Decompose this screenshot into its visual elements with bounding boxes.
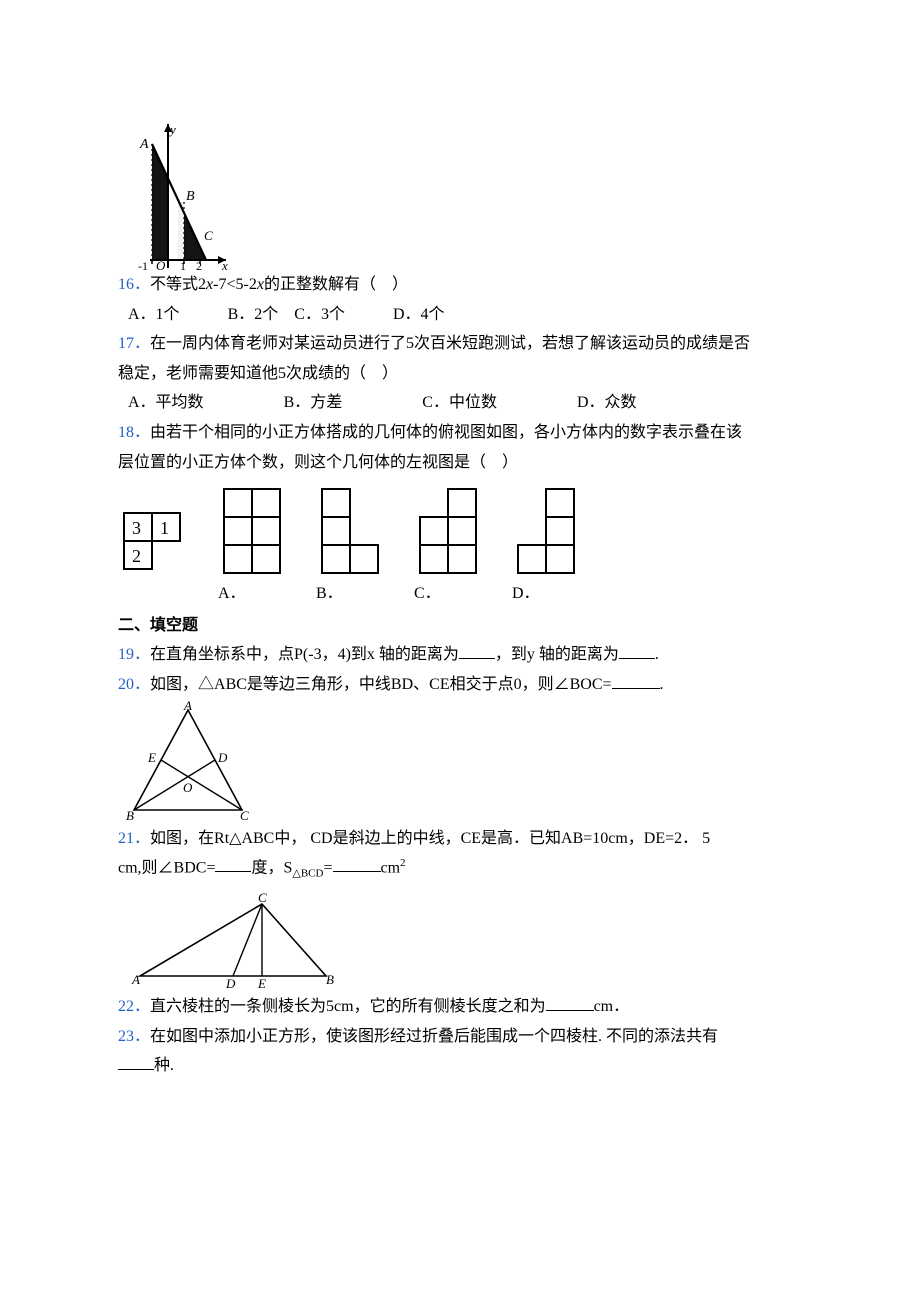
- q17-t1: 在一周内体育老师对某运动员进行了5次百米短跑测试，若想了解该运动员的成绩是否: [150, 335, 750, 352]
- q21-t2b: 度，S: [251, 859, 292, 876]
- q18-t1: 由若干个相同的小正方体搭成的几何体的俯视图如图，各小方体内的数字表示叠在该: [150, 424, 742, 441]
- q21-l1: 21．如图，在Rt△ABC中， CD是斜边上的中线，CE是高．已知AB=10cm…: [118, 824, 800, 854]
- page: A B C O y x -1 1 2 16．不等式2x-7<5-2x的正整数解有…: [0, 0, 920, 1121]
- svg-text:1: 1: [180, 259, 186, 270]
- q19-t3: .: [655, 646, 659, 663]
- q23-t2: 种.: [154, 1057, 174, 1074]
- q18-option-labels: A． B． C． D．: [118, 579, 800, 609]
- q22-num: 22．: [118, 998, 150, 1015]
- q21-t1: 如图，在Rt△ABC中， CD是斜边上的中线，CE是高．已知AB=10cm，DE…: [150, 830, 710, 847]
- q19-t2: ，到y 轴的距离为: [495, 646, 619, 663]
- svg-text:E: E: [257, 976, 266, 988]
- q19-t1: 在直角坐标系中，点P(-3，4)到x 轴的距离为: [150, 646, 459, 663]
- q16-optD: D．4个: [393, 306, 445, 323]
- q21-sub: △BCD: [292, 868, 323, 880]
- q23-l2: 种.: [118, 1051, 800, 1081]
- q16-options: A．1个 B．2个 C．3个 D．4个: [128, 300, 800, 330]
- svg-text:x: x: [221, 258, 228, 270]
- blank: [612, 672, 660, 689]
- q21-figure: A B C D E: [130, 892, 800, 988]
- blank: [619, 642, 655, 659]
- svg-text:B: B: [326, 972, 334, 987]
- q19: 19．在直角坐标系中，点P(-3，4)到x 轴的距离为 ，到y 轴的距离为.: [118, 640, 800, 670]
- svg-text:A: A: [131, 972, 140, 987]
- blank: [215, 855, 251, 872]
- q18-l2: 层位置的小正方体个数，则这个几何体的左视图是（ ）: [118, 448, 800, 478]
- q20-num: 20．: [118, 676, 150, 693]
- q21-sup: 2: [400, 857, 406, 869]
- svg-text:2: 2: [132, 546, 141, 566]
- svg-text:D: D: [217, 750, 228, 765]
- q21-num: 21．: [118, 830, 150, 847]
- q17-options: A．平均数 B．方差 C．中位数 D．众数: [128, 388, 800, 418]
- q23-l1: 23．在如图中添加小正方形，使该图形经过折叠后能围成一个四棱柱. 不同的添法共有: [118, 1022, 800, 1052]
- q18-num: 18．: [118, 424, 150, 441]
- q18-optD-fig: [512, 483, 580, 577]
- svg-text:B: B: [126, 808, 134, 823]
- q23-t1: 在如图中添加小正方形，使该图形经过折叠后能围成一个四棱柱. 不同的添法共有: [150, 1028, 718, 1045]
- q18-topview: 3 1 2: [118, 507, 188, 577]
- svg-text:O: O: [156, 258, 166, 270]
- q18-l1: 18．由若干个相同的小正方体搭成的几何体的俯视图如图，各小方体内的数字表示叠在该: [118, 418, 800, 448]
- q18-optC-fig: [414, 483, 482, 577]
- q21-l2: cm,则∠BDC= 度，S△BCD= cm2: [118, 853, 800, 884]
- q18-labA: A．: [218, 579, 286, 609]
- q18-labD: D．: [512, 579, 580, 609]
- svg-text:C: C: [258, 892, 267, 905]
- svg-text:A: A: [183, 700, 192, 713]
- q20-t1: 如图，△ABC是等边三角形，中线BD、CE相交于点0，则∠BOC=: [150, 676, 612, 693]
- q18-optB-fig: [316, 483, 384, 577]
- q16-text: 不等式2x-7<5-2x的正整数解有（ ）: [150, 276, 408, 293]
- q20-t2: .: [660, 676, 664, 693]
- q16-optA: A．1个: [128, 306, 180, 323]
- q22-t2: cm．: [594, 998, 630, 1015]
- q17-optB: B．方差: [284, 394, 343, 411]
- blank: [459, 642, 495, 659]
- q16-num: 16．: [118, 276, 150, 293]
- svg-text:O: O: [183, 780, 193, 795]
- q22: 22．直六棱柱的一条侧棱长为5cm，它的所有侧棱长度之和为 cm．: [118, 992, 800, 1022]
- svg-text:C: C: [204, 228, 213, 243]
- svg-text:-1: -1: [138, 259, 148, 270]
- svg-text:B: B: [186, 189, 195, 204]
- q17-optC: C．中位数: [422, 394, 497, 411]
- q18-labB: B．: [316, 579, 384, 609]
- svg-text:E: E: [147, 750, 156, 765]
- section-2-title: 二、填空题: [118, 611, 800, 641]
- q18-optA-fig: [218, 483, 286, 577]
- q17-num: 17．: [118, 335, 150, 352]
- q21-t2a: cm,则∠BDC=: [118, 859, 215, 876]
- svg-text:2: 2: [196, 259, 202, 270]
- blank: [546, 994, 594, 1011]
- q18-figures: 3 1 2: [118, 483, 800, 577]
- q16-optC: C．3个: [294, 306, 345, 323]
- q19-num: 19．: [118, 646, 150, 663]
- q17-optD: D．众数: [577, 394, 637, 411]
- svg-text:A: A: [139, 137, 149, 152]
- q21-t2d: cm: [381, 859, 401, 876]
- q17-l1: 17．在一周内体育老师对某运动员进行了5次百米短跑测试，若想了解该运动员的成绩是…: [118, 329, 800, 359]
- q21-t2c: =: [323, 859, 332, 876]
- q18-labC: C．: [414, 579, 482, 609]
- q22-t1: 直六棱柱的一条侧棱长为5cm，它的所有侧棱长度之和为: [150, 998, 546, 1015]
- q16-optB: B．2个: [228, 306, 279, 323]
- blank: [118, 1053, 154, 1070]
- svg-text:y: y: [168, 122, 176, 137]
- svg-text:C: C: [240, 808, 249, 823]
- blank: [333, 855, 381, 872]
- svg-text:1: 1: [160, 518, 169, 538]
- q17-optA: A．平均数: [128, 394, 204, 411]
- q15-figure: A B C O y x -1 1 2: [118, 118, 800, 270]
- q20-figure: A B C D E O: [118, 700, 800, 824]
- q23-num: 23．: [118, 1028, 150, 1045]
- svg-text:3: 3: [132, 518, 141, 538]
- svg-text:D: D: [225, 976, 236, 988]
- q16: 16．不等式2x-7<5-2x的正整数解有（ ）: [118, 270, 800, 300]
- q17-l2: 稳定，老师需要知道他5次成绩的（ ）: [118, 359, 800, 389]
- q20: 20．如图，△ABC是等边三角形，中线BD、CE相交于点0，则∠BOC=.: [118, 670, 800, 700]
